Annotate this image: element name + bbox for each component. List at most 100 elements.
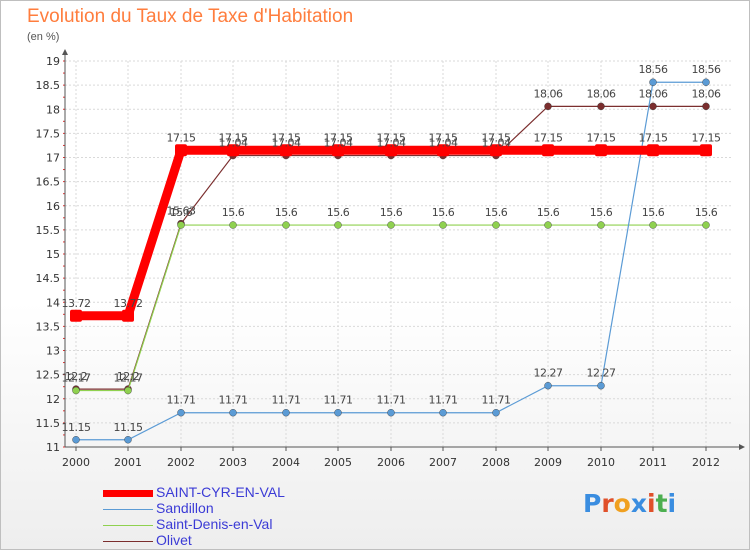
legend-swatch	[103, 490, 153, 497]
data-label: 12.2	[117, 370, 140, 383]
data-label: 17.15	[272, 131, 301, 144]
data-point	[229, 221, 237, 229]
logo-letter: t	[655, 489, 668, 518]
data-point	[282, 221, 290, 229]
x-tick-label: 2005	[324, 456, 352, 469]
data-point	[385, 144, 397, 157]
y-tick-label: 12	[46, 393, 60, 406]
data-point	[702, 221, 710, 229]
x-tick-label: 2010	[587, 456, 615, 469]
data-point	[595, 144, 607, 157]
data-label: 17.04	[482, 137, 511, 150]
data-label: 18.06	[534, 87, 563, 100]
data-point	[439, 409, 447, 417]
logo-letter: x	[630, 489, 647, 518]
data-label: 18.06	[587, 87, 616, 100]
x-axis-arrow	[739, 444, 745, 450]
data-label: 15.63	[167, 205, 196, 218]
data-label: 12.2	[65, 370, 88, 383]
axes: 11 11.5 12 12.5 13 13.5 14 14.5 15 15.5 16 16.5 17 17…	[36, 49, 745, 469]
x-tick-label: 2008	[482, 456, 510, 469]
data-point	[597, 382, 605, 390]
data-label: 12.27	[534, 367, 563, 380]
data-label: 15.6	[485, 206, 508, 219]
data-point	[334, 409, 342, 417]
data-label: 15.6	[275, 206, 298, 219]
data-point	[597, 102, 605, 111]
legend-label: Saint-Denis-en-Val	[156, 516, 273, 532]
legend-swatch	[103, 525, 153, 526]
x-tick-label: 2011	[639, 456, 667, 469]
data-point	[492, 409, 500, 417]
x-tick-label: 2006	[377, 456, 405, 469]
data-label: 13.72	[62, 297, 91, 310]
data-point	[227, 144, 239, 157]
legend-label: Sandillon	[156, 500, 214, 516]
data-label: 11.71	[167, 394, 196, 407]
data-point	[702, 78, 710, 86]
y-tick-label: 14	[46, 296, 60, 309]
data-label: 11.71	[219, 394, 248, 407]
legend-swatch	[103, 541, 153, 542]
data-label: 12.27	[587, 367, 616, 380]
data-point	[387, 221, 395, 229]
data-point	[702, 102, 710, 111]
data-label: 11.71	[429, 394, 458, 407]
data-point	[124, 436, 132, 444]
data-label: 18.56	[639, 63, 668, 76]
data-label: 17.04	[219, 137, 248, 150]
data-point	[597, 221, 605, 229]
data-label: 17.15	[219, 131, 248, 144]
logo-letter: r	[601, 489, 614, 518]
data-point	[490, 144, 502, 157]
data-label: 11.71	[482, 394, 511, 407]
data-label: 17.15	[692, 131, 721, 144]
data-label: 15.6	[537, 206, 560, 219]
data-label: 17.15	[587, 131, 616, 144]
data-label: 11.71	[272, 394, 301, 407]
logo-letter: i	[667, 489, 677, 518]
data-label: 15.6	[642, 206, 665, 219]
y-axis-arrow	[62, 49, 68, 55]
x-tick-label: 2002	[167, 456, 195, 469]
data-label: 15.6	[380, 206, 403, 219]
data-label: 11.15	[114, 421, 143, 434]
logo-letter: o	[613, 489, 631, 518]
data-label: 15.6	[432, 206, 455, 219]
data-point	[124, 386, 132, 395]
logo-letter: P	[583, 489, 602, 518]
y-tick-label: 15.5	[36, 224, 61, 237]
data-point	[544, 221, 552, 229]
logo-letter: i	[647, 489, 656, 518]
y-tick-label: 16.5	[36, 176, 61, 189]
data-label: 11.71	[377, 394, 406, 407]
data-label: 15.6	[170, 206, 193, 219]
data-point	[542, 144, 554, 157]
data-point	[649, 221, 657, 229]
data-label: 17.04	[272, 137, 301, 150]
data-label: 12.17	[62, 372, 91, 385]
data-point	[439, 221, 447, 229]
x-tick-label: 2000	[62, 456, 90, 469]
data-point	[437, 144, 449, 157]
data-label: 18.56	[692, 63, 721, 76]
data-label: 15.6	[590, 206, 613, 219]
x-tick-label: 2003	[219, 456, 247, 469]
data-label: 17.15	[534, 131, 563, 144]
data-point	[280, 144, 292, 157]
y-tick-label: 14.5	[36, 272, 61, 285]
grid-lines	[65, 60, 733, 448]
data-label: 11.71	[324, 394, 353, 407]
data-point	[229, 409, 237, 417]
legend-label: Olivet	[156, 532, 192, 548]
y-tick-label: 17.5	[36, 127, 61, 140]
data-point	[387, 409, 395, 417]
y-tick-label: 15	[46, 248, 60, 261]
data-label: 13.72	[114, 297, 143, 310]
y-tick-label: 13	[46, 345, 60, 358]
y-tick-label: 13.5	[36, 320, 61, 333]
data-point	[72, 386, 80, 395]
y-tick-label: 16	[46, 200, 60, 213]
y-tick-label: 11	[46, 441, 60, 454]
data-point	[175, 144, 187, 157]
